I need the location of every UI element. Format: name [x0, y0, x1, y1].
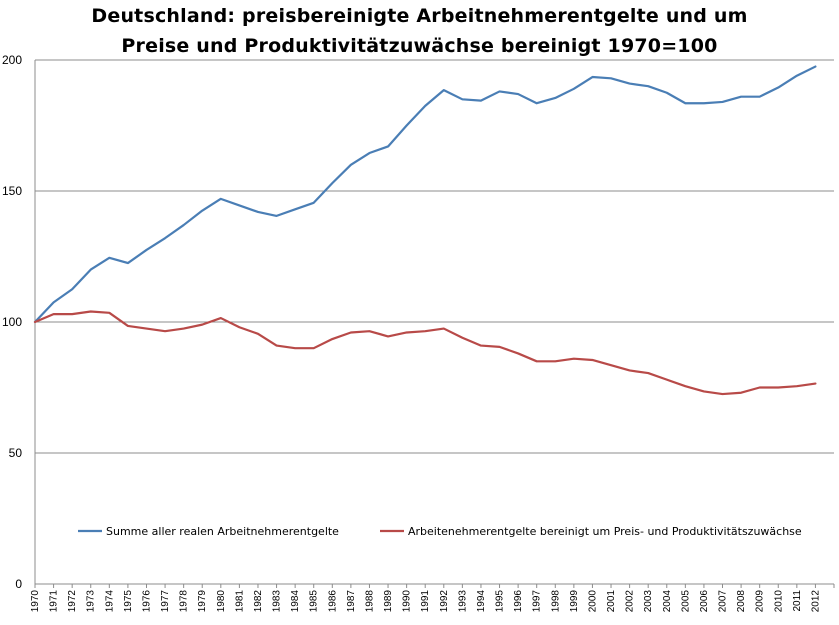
x-tick-label-1982: 1982 — [253, 590, 264, 613]
x-tick-label-2011: 2011 — [792, 590, 803, 612]
x-tick-label-1978: 1978 — [179, 590, 190, 613]
legend-label-2: Arbeitenehmerentgelte bereinigt um Preis… — [408, 525, 802, 538]
x-tick-label-1970: 1970 — [30, 590, 41, 613]
x-tick-label-2004: 2004 — [662, 590, 673, 613]
x-tick-label-1988: 1988 — [364, 590, 375, 613]
x-tick-label-1985: 1985 — [309, 590, 320, 613]
x-tick-label-2006: 2006 — [699, 590, 710, 613]
x-tick-label-1975: 1975 — [123, 590, 134, 613]
x-tick-label-2005: 2005 — [680, 590, 691, 613]
x-tick-label-1981: 1981 — [234, 590, 245, 613]
x-tick-label-2001: 2001 — [606, 590, 617, 613]
x-tick-label-1972: 1972 — [67, 590, 78, 613]
y-tick-label-150: 150 — [2, 184, 22, 198]
x-tick-label-1974: 1974 — [104, 590, 115, 613]
y-tick-label-50: 50 — [9, 446, 23, 460]
x-tick-label-1990: 1990 — [402, 590, 413, 613]
series-line-2 — [33, 310, 817, 396]
x-tick-label-1983: 1983 — [272, 590, 283, 613]
x-tick-label-1995: 1995 — [495, 590, 506, 613]
x-tick-label-1993: 1993 — [457, 590, 468, 613]
legend-label-1: Summe aller realen Arbeitnehmerentgelte — [106, 525, 339, 538]
chart-title-line1: Deutschland: preisbereinigte Arbeitnehme… — [91, 5, 748, 27]
y-tick-label-0: 0 — [15, 577, 22, 591]
x-tick-label-1980: 1980 — [216, 590, 227, 613]
x-tick-label-2000: 2000 — [587, 590, 598, 613]
x-tick-label-2012: 2012 — [810, 590, 821, 613]
x-tick-label-1996: 1996 — [513, 590, 524, 613]
x-tick-label-1971: 1971 — [49, 590, 60, 613]
x-tick-label-1977: 1977 — [160, 590, 171, 613]
x-tick-label-2007: 2007 — [718, 590, 729, 613]
x-tick-label-1999: 1999 — [569, 590, 580, 613]
x-tick-label-1987: 1987 — [346, 590, 357, 613]
x-tick-label-1984: 1984 — [290, 590, 301, 613]
x-tick-label-1976: 1976 — [141, 590, 152, 613]
x-tick-label-1989: 1989 — [383, 590, 394, 613]
x-tick-label-2002: 2002 — [625, 590, 636, 613]
y-tick-label-100: 100 — [2, 315, 22, 329]
x-tick-label-1992: 1992 — [439, 590, 450, 613]
x-tick-label-2008: 2008 — [736, 590, 747, 613]
chart-title-line2: Preise und Produktivitätzuwächse bereini… — [121, 35, 718, 57]
x-tick-label-2009: 2009 — [755, 590, 766, 613]
x-tick-label-1994: 1994 — [476, 590, 487, 613]
series-line-1 — [33, 65, 817, 324]
y-tick-label-200: 200 — [2, 53, 22, 67]
x-tick-label-2010: 2010 — [773, 590, 784, 613]
x-tick-label-1998: 1998 — [550, 590, 561, 613]
x-tick-label-1986: 1986 — [327, 590, 338, 613]
x-tick-label-1979: 1979 — [197, 590, 208, 613]
x-tick-label-1997: 1997 — [532, 590, 543, 613]
x-tick-label-2003: 2003 — [643, 590, 654, 613]
x-tick-label-1973: 1973 — [86, 590, 97, 613]
x-tick-label-1991: 1991 — [420, 590, 431, 613]
